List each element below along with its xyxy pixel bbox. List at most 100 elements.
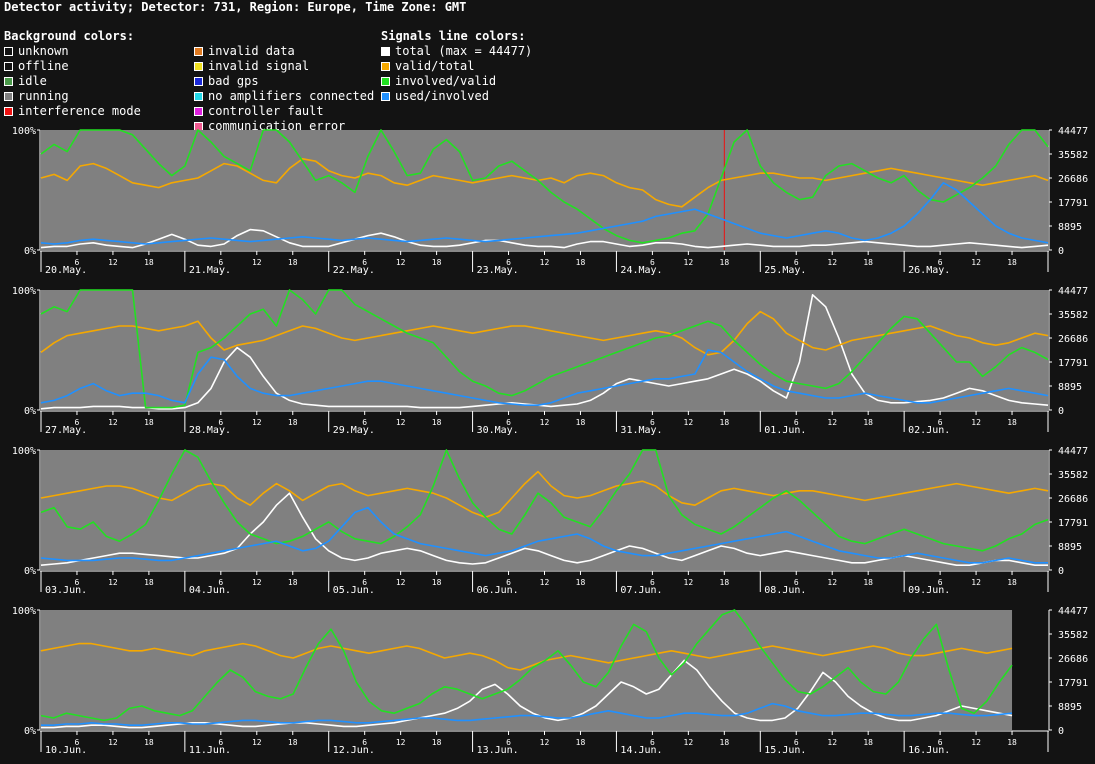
hour-tick-label: 18: [576, 418, 586, 427]
y-right-tick-label: 35582: [1058, 150, 1088, 161]
background-legend-item: invalid data: [194, 44, 374, 59]
hour-tick-label: 6: [506, 418, 511, 427]
hour-tick-label: 12: [540, 258, 550, 267]
background-legend-item: communication error: [194, 119, 374, 134]
running-background: [41, 130, 1048, 250]
background-legend-swatch: [194, 77, 203, 86]
hour-tick-label: 6: [75, 578, 80, 587]
hour-tick-label: 6: [650, 418, 655, 427]
y-left-tick-label: 100%: [12, 446, 36, 457]
signal-legend-item: total (max = 44477): [381, 44, 532, 59]
hour-tick-label: 6: [218, 738, 223, 747]
day-label: 31.May.: [620, 425, 662, 436]
background-legend-label: unknown: [18, 44, 69, 58]
day-label: 30.May.: [477, 425, 519, 436]
hour-tick-label: 18: [863, 738, 873, 747]
day-label: 25.May.: [764, 265, 806, 276]
hour-tick-label: 12: [971, 738, 981, 747]
hour-tick-label: 6: [75, 738, 80, 747]
signal-legend-item: valid/total: [381, 59, 532, 74]
signal-legend-item: involved/valid: [381, 74, 532, 89]
background-legend-label: idle: [18, 74, 47, 88]
hour-tick-label: 12: [540, 578, 550, 587]
y-right-tick-label: 0: [1058, 406, 1064, 417]
y-right-tick-label: 0: [1058, 246, 1064, 257]
background-legend-swatch: [4, 92, 13, 101]
hour-tick-label: 6: [794, 418, 799, 427]
background-legend-label: communication error: [208, 119, 346, 133]
background-legend-swatch: [194, 62, 203, 71]
hour-tick-label: 12: [252, 578, 262, 587]
background-legend-item: invalid signal: [194, 59, 374, 74]
y-right-tick-label: 35582: [1058, 310, 1088, 321]
hour-tick-label: 12: [108, 258, 118, 267]
background-legend-item: idle: [4, 74, 141, 89]
day-label: 07.Jun.: [620, 585, 662, 596]
signal-legend-label: used/involved: [395, 89, 489, 103]
signal-legend-swatch: [381, 62, 390, 71]
hour-tick-label: 18: [288, 578, 298, 587]
day-label: 06.Jun.: [477, 585, 519, 596]
running-background: [41, 290, 1048, 410]
hour-tick-label: 18: [144, 418, 154, 427]
y-right-tick-label: 0: [1058, 566, 1064, 577]
hour-tick-label: 6: [75, 418, 80, 427]
day-label: 23.May.: [477, 265, 519, 276]
hour-tick-label: 18: [432, 578, 442, 587]
day-label: 15.Jun.: [764, 745, 806, 756]
hour-tick-label: 18: [1007, 578, 1017, 587]
y-right-tick-label: 26686: [1058, 654, 1088, 665]
background-legend-swatch: [4, 107, 13, 116]
running-background: [41, 450, 1048, 570]
hour-tick-label: 12: [827, 738, 837, 747]
y-right-tick-label: 8895: [1058, 382, 1082, 393]
y-right-tick-label: 44477: [1058, 286, 1088, 297]
day-label: 27.May.: [45, 425, 87, 436]
day-label: 29.May.: [333, 425, 375, 436]
hour-tick-label: 18: [144, 578, 154, 587]
y-right-tick-label: 17791: [1058, 678, 1088, 689]
day-label: 03.Jun.: [45, 585, 87, 596]
day-label: 28.May.: [189, 425, 231, 436]
hour-tick-label: 18: [863, 578, 873, 587]
background-legend-left: Background colors: unknown offline idle run…: [4, 29, 141, 119]
background-legend-swatch: [4, 47, 13, 56]
hour-tick-label: 12: [971, 258, 981, 267]
hour-tick-label: 6: [362, 258, 367, 267]
hour-tick-label: 12: [971, 578, 981, 587]
hour-tick-label: 6: [650, 578, 655, 587]
hour-tick-label: 12: [108, 418, 118, 427]
signal-legend-swatch: [381, 77, 390, 86]
hour-tick-label: 12: [252, 418, 262, 427]
hour-tick-label: 12: [827, 258, 837, 267]
y-left-tick-label: 100%: [12, 126, 36, 137]
y-right-tick-label: 8895: [1058, 222, 1082, 233]
hour-tick-label: 12: [108, 578, 118, 587]
series-line-total: [40, 293, 1049, 410]
hour-tick-label: 18: [576, 738, 586, 747]
day-label: 01.Jun.: [764, 425, 806, 436]
day-label: 16.Jun.: [908, 745, 950, 756]
signal-legend-swatch: [381, 92, 390, 101]
hour-tick-label: 18: [1007, 738, 1017, 747]
hour-tick-label: 18: [720, 258, 730, 267]
hour-tick-label: 6: [362, 418, 367, 427]
y-right-tick-label: 17791: [1058, 358, 1088, 369]
series-line-involved-valid: [40, 289, 1049, 409]
hour-tick-label: 6: [506, 578, 511, 587]
y-left-tick-label: 100%: [12, 606, 36, 617]
hour-tick-label: 6: [506, 738, 511, 747]
series-line-valid-total: [40, 470, 1049, 519]
hour-tick-label: 18: [288, 258, 298, 267]
y-right-tick-label: 26686: [1058, 174, 1088, 185]
hour-tick-label: 18: [720, 418, 730, 427]
y-left-tick-label: 100%: [12, 286, 36, 297]
hour-tick-label: 12: [684, 418, 694, 427]
y-right-tick-label: 26686: [1058, 494, 1088, 505]
background-legend-swatch: [4, 62, 13, 71]
background-legend-label: controller fault: [208, 104, 324, 118]
hour-tick-label: 12: [684, 578, 694, 587]
series-line-involved-valid: [40, 609, 1013, 722]
series-line-involved-valid: [40, 129, 1049, 244]
hour-tick-label: 18: [432, 738, 442, 747]
